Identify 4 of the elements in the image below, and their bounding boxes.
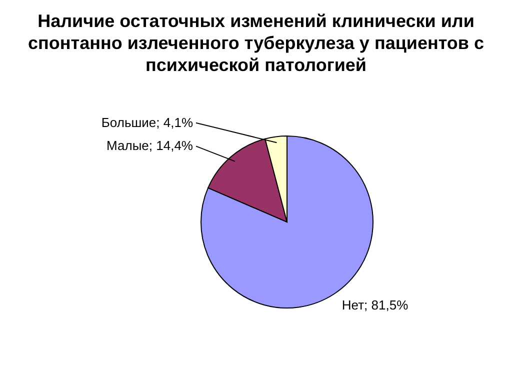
slice-label: Большие; 4,1% — [101, 114, 194, 130]
chart-title: Наличие остаточных изменений клинически или спонтанно излеченного туберкулеза у пациентов с психической патологией — [28, 11, 484, 75]
slice-label: Малые; 14,4% — [106, 138, 194, 154]
slice-label: Нет; 81,5% — [342, 298, 409, 313]
